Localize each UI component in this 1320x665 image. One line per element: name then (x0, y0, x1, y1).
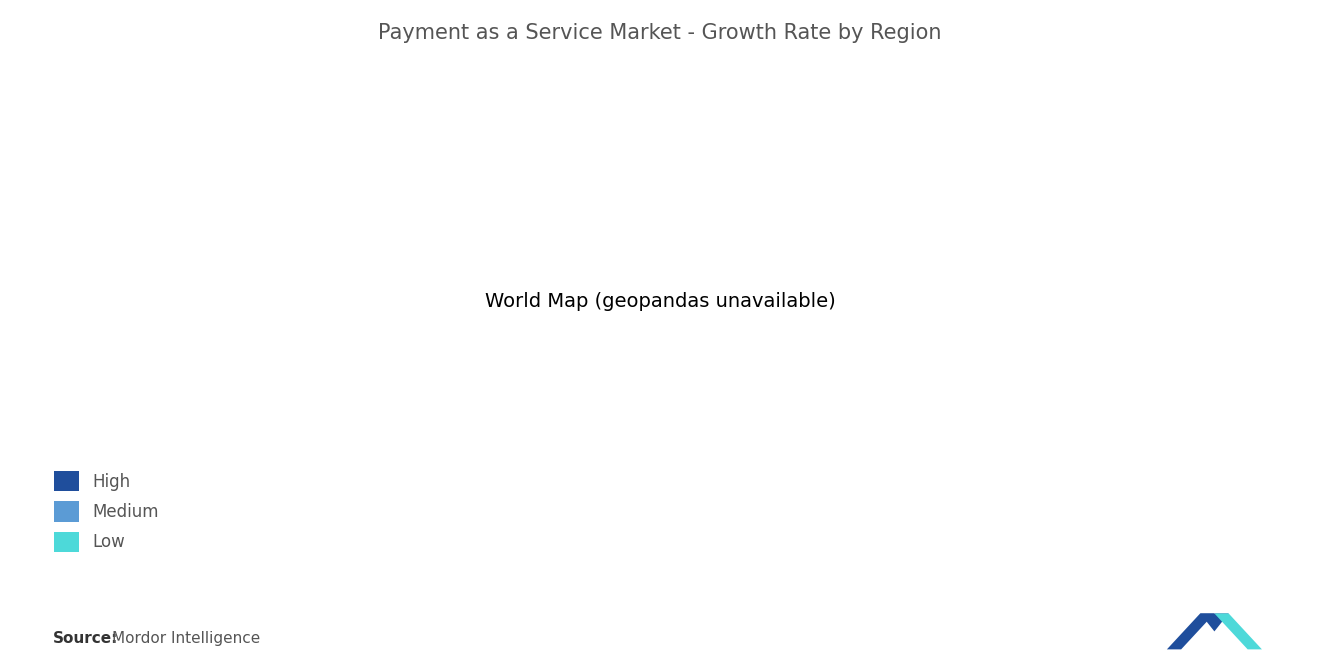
Legend: High, Medium, Low: High, Medium, Low (48, 464, 165, 559)
Text: Source:: Source: (53, 631, 119, 646)
Text: Mordor Intelligence: Mordor Intelligence (112, 631, 260, 646)
Text: Payment as a Service Market - Growth Rate by Region: Payment as a Service Market - Growth Rat… (379, 23, 941, 43)
Polygon shape (1200, 613, 1229, 632)
Polygon shape (1214, 613, 1262, 649)
Polygon shape (1167, 613, 1214, 649)
Text: World Map (geopandas unavailable): World Map (geopandas unavailable) (484, 292, 836, 311)
